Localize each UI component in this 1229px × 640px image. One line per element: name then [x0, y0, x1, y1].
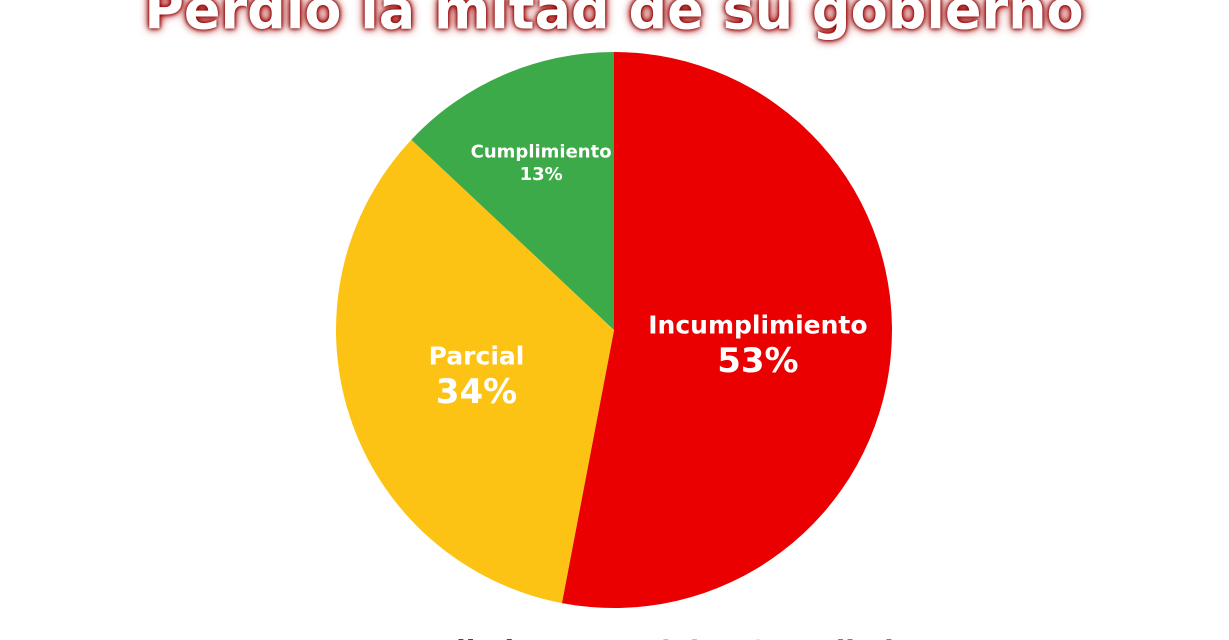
pie-slice	[561, 52, 892, 608]
chart-title: Perdió la mitad de su gobierno	[144, 0, 1083, 42]
slice-value-label: 53%	[717, 341, 798, 381]
pie-slice	[411, 52, 614, 330]
slice-value-label: 13%	[520, 164, 563, 185]
legend-label: Incumplimiento	[340, 634, 586, 640]
slice-label: Incumplimiento	[648, 311, 867, 340]
pie-slice	[335, 139, 614, 604]
slice-label: Parcial	[429, 342, 525, 371]
legend-label: Cumplimiento	[746, 634, 965, 640]
slice-value-label: 34%	[436, 372, 517, 412]
slice-label: Cumplimiento	[471, 142, 612, 163]
legend-label: Parcial	[592, 634, 699, 640]
